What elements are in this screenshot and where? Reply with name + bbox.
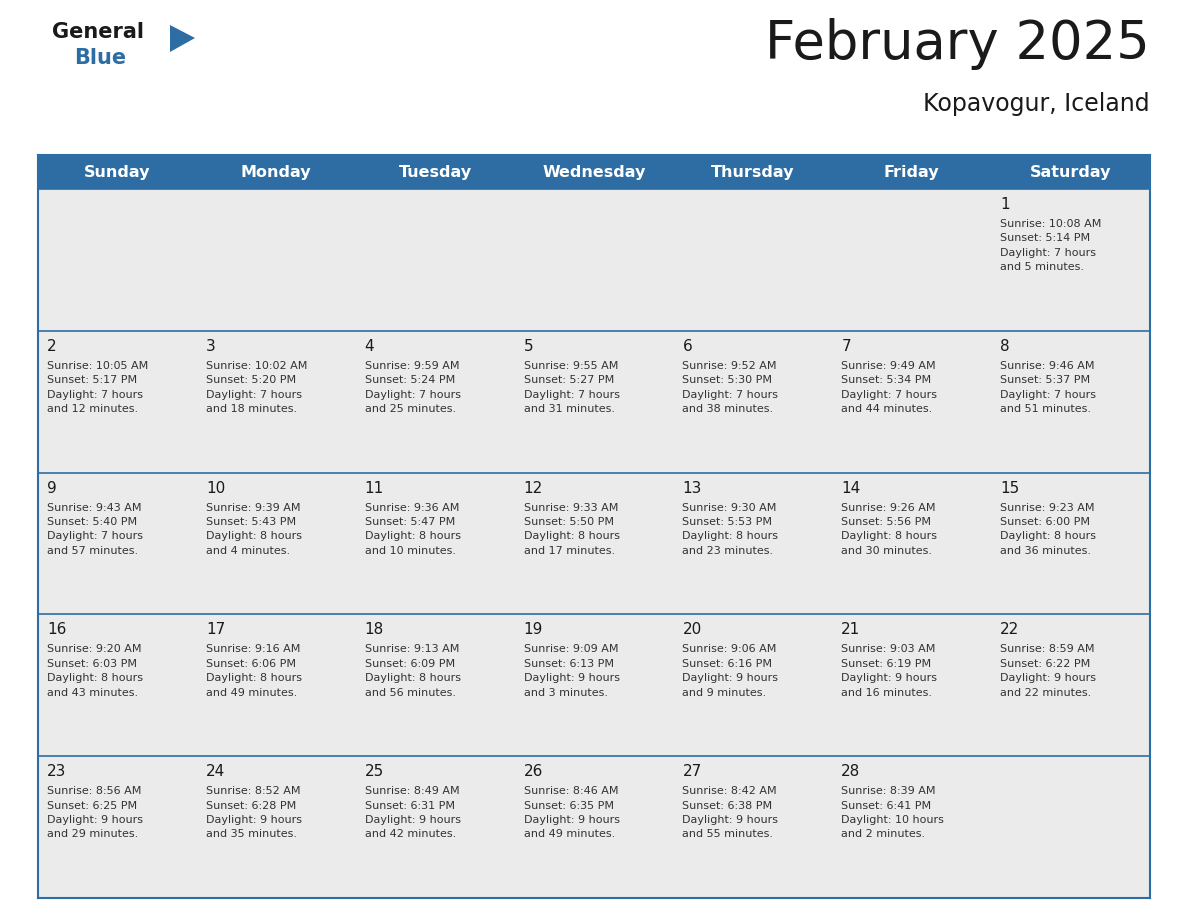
Text: 7: 7 [841, 339, 851, 353]
Text: Sunrise: 8:49 AM
Sunset: 6:31 PM
Daylight: 9 hours
and 42 minutes.: Sunrise: 8:49 AM Sunset: 6:31 PM Dayligh… [365, 786, 461, 839]
Bar [38, 155, 1150, 189]
Text: 19: 19 [524, 622, 543, 637]
Text: 1: 1 [1000, 197, 1010, 212]
Text: Sunrise: 9:30 AM
Sunset: 5:53 PM
Daylight: 8 hours
and 23 minutes.: Sunrise: 9:30 AM Sunset: 5:53 PM Dayligh… [682, 502, 778, 555]
Text: 8: 8 [1000, 339, 1010, 353]
Text: 25: 25 [365, 764, 384, 779]
Text: Sunrise: 9:33 AM
Sunset: 5:50 PM
Daylight: 8 hours
and 17 minutes.: Sunrise: 9:33 AM Sunset: 5:50 PM Dayligh… [524, 502, 620, 555]
Text: Blue: Blue [74, 48, 126, 68]
Text: Sunrise: 9:49 AM
Sunset: 5:34 PM
Daylight: 7 hours
and 44 minutes.: Sunrise: 9:49 AM Sunset: 5:34 PM Dayligh… [841, 361, 937, 414]
Text: Sunrise: 9:09 AM
Sunset: 6:13 PM
Daylight: 9 hours
and 3 minutes.: Sunrise: 9:09 AM Sunset: 6:13 PM Dayligh… [524, 644, 620, 698]
Text: 2: 2 [48, 339, 57, 353]
Text: 18: 18 [365, 622, 384, 637]
Text: Monday: Monday [241, 164, 311, 180]
Text: Sunrise: 8:52 AM
Sunset: 6:28 PM
Daylight: 9 hours
and 35 minutes.: Sunrise: 8:52 AM Sunset: 6:28 PM Dayligh… [206, 786, 302, 839]
Text: 4: 4 [365, 339, 374, 353]
Bar [38, 614, 1150, 756]
Text: Sunday: Sunday [84, 164, 151, 180]
Text: Sunrise: 8:42 AM
Sunset: 6:38 PM
Daylight: 9 hours
and 55 minutes.: Sunrise: 8:42 AM Sunset: 6:38 PM Dayligh… [682, 786, 778, 839]
Text: Sunrise: 9:43 AM
Sunset: 5:40 PM
Daylight: 7 hours
and 57 minutes.: Sunrise: 9:43 AM Sunset: 5:40 PM Dayligh… [48, 502, 143, 555]
Text: Sunrise: 9:13 AM
Sunset: 6:09 PM
Daylight: 8 hours
and 56 minutes.: Sunrise: 9:13 AM Sunset: 6:09 PM Dayligh… [365, 644, 461, 698]
Text: Sunrise: 8:56 AM
Sunset: 6:25 PM
Daylight: 9 hours
and 29 minutes.: Sunrise: 8:56 AM Sunset: 6:25 PM Dayligh… [48, 786, 143, 839]
Text: 13: 13 [682, 481, 702, 496]
Text: 9: 9 [48, 481, 57, 496]
Text: 23: 23 [48, 764, 67, 779]
Text: 26: 26 [524, 764, 543, 779]
Bar [38, 189, 1150, 330]
Text: Sunrise: 9:39 AM
Sunset: 5:43 PM
Daylight: 8 hours
and 4 minutes.: Sunrise: 9:39 AM Sunset: 5:43 PM Dayligh… [206, 502, 302, 555]
Text: 15: 15 [1000, 481, 1019, 496]
Text: 28: 28 [841, 764, 860, 779]
Text: 16: 16 [48, 622, 67, 637]
Text: 21: 21 [841, 622, 860, 637]
Text: Sunrise: 10:05 AM
Sunset: 5:17 PM
Daylight: 7 hours
and 12 minutes.: Sunrise: 10:05 AM Sunset: 5:17 PM Daylig… [48, 361, 148, 414]
Text: Sunrise: 9:55 AM
Sunset: 5:27 PM
Daylight: 7 hours
and 31 minutes.: Sunrise: 9:55 AM Sunset: 5:27 PM Dayligh… [524, 361, 620, 414]
Text: General: General [52, 22, 144, 42]
Text: February 2025: February 2025 [765, 18, 1150, 70]
Text: Sunrise: 9:23 AM
Sunset: 6:00 PM
Daylight: 8 hours
and 36 minutes.: Sunrise: 9:23 AM Sunset: 6:00 PM Dayligh… [1000, 502, 1097, 555]
Text: 10: 10 [206, 481, 225, 496]
Polygon shape [170, 25, 195, 52]
Text: 3: 3 [206, 339, 215, 353]
Text: 11: 11 [365, 481, 384, 496]
Text: Sunrise: 8:46 AM
Sunset: 6:35 PM
Daylight: 9 hours
and 49 minutes.: Sunrise: 8:46 AM Sunset: 6:35 PM Dayligh… [524, 786, 620, 839]
Bar [38, 330, 1150, 473]
Text: Sunrise: 10:08 AM
Sunset: 5:14 PM
Daylight: 7 hours
and 5 minutes.: Sunrise: 10:08 AM Sunset: 5:14 PM Daylig… [1000, 219, 1101, 273]
Text: 12: 12 [524, 481, 543, 496]
Text: Friday: Friday [884, 164, 940, 180]
Text: Sunrise: 8:39 AM
Sunset: 6:41 PM
Daylight: 10 hours
and 2 minutes.: Sunrise: 8:39 AM Sunset: 6:41 PM Dayligh… [841, 786, 944, 839]
Text: Sunrise: 9:46 AM
Sunset: 5:37 PM
Daylight: 7 hours
and 51 minutes.: Sunrise: 9:46 AM Sunset: 5:37 PM Dayligh… [1000, 361, 1097, 414]
Text: 22: 22 [1000, 622, 1019, 637]
Text: Sunrise: 9:59 AM
Sunset: 5:24 PM
Daylight: 7 hours
and 25 minutes.: Sunrise: 9:59 AM Sunset: 5:24 PM Dayligh… [365, 361, 461, 414]
Bar [38, 756, 1150, 898]
Text: Kopavogur, Iceland: Kopavogur, Iceland [923, 92, 1150, 116]
Text: 6: 6 [682, 339, 693, 353]
Text: Saturday: Saturday [1030, 164, 1111, 180]
Text: Sunrise: 8:59 AM
Sunset: 6:22 PM
Daylight: 9 hours
and 22 minutes.: Sunrise: 8:59 AM Sunset: 6:22 PM Dayligh… [1000, 644, 1097, 698]
Text: Sunrise: 9:26 AM
Sunset: 5:56 PM
Daylight: 8 hours
and 30 minutes.: Sunrise: 9:26 AM Sunset: 5:56 PM Dayligh… [841, 502, 937, 555]
Bar [38, 473, 1150, 614]
Text: Sunrise: 9:03 AM
Sunset: 6:19 PM
Daylight: 9 hours
and 16 minutes.: Sunrise: 9:03 AM Sunset: 6:19 PM Dayligh… [841, 644, 937, 698]
Text: Thursday: Thursday [712, 164, 795, 180]
Text: 27: 27 [682, 764, 702, 779]
Text: 24: 24 [206, 764, 225, 779]
Text: Sunrise: 9:16 AM
Sunset: 6:06 PM
Daylight: 8 hours
and 49 minutes.: Sunrise: 9:16 AM Sunset: 6:06 PM Dayligh… [206, 644, 302, 698]
Text: 20: 20 [682, 622, 702, 637]
Text: Sunrise: 10:02 AM
Sunset: 5:20 PM
Daylight: 7 hours
and 18 minutes.: Sunrise: 10:02 AM Sunset: 5:20 PM Daylig… [206, 361, 308, 414]
Text: 5: 5 [524, 339, 533, 353]
Text: Sunrise: 9:36 AM
Sunset: 5:47 PM
Daylight: 8 hours
and 10 minutes.: Sunrise: 9:36 AM Sunset: 5:47 PM Dayligh… [365, 502, 461, 555]
Text: Sunrise: 9:20 AM
Sunset: 6:03 PM
Daylight: 8 hours
and 43 minutes.: Sunrise: 9:20 AM Sunset: 6:03 PM Dayligh… [48, 644, 143, 698]
Text: Sunrise: 9:06 AM
Sunset: 6:16 PM
Daylight: 9 hours
and 9 minutes.: Sunrise: 9:06 AM Sunset: 6:16 PM Dayligh… [682, 644, 778, 698]
Text: Sunrise: 9:52 AM
Sunset: 5:30 PM
Daylight: 7 hours
and 38 minutes.: Sunrise: 9:52 AM Sunset: 5:30 PM Dayligh… [682, 361, 778, 414]
Text: 17: 17 [206, 622, 225, 637]
Text: Tuesday: Tuesday [399, 164, 472, 180]
Text: 14: 14 [841, 481, 860, 496]
Text: Wednesday: Wednesday [542, 164, 646, 180]
